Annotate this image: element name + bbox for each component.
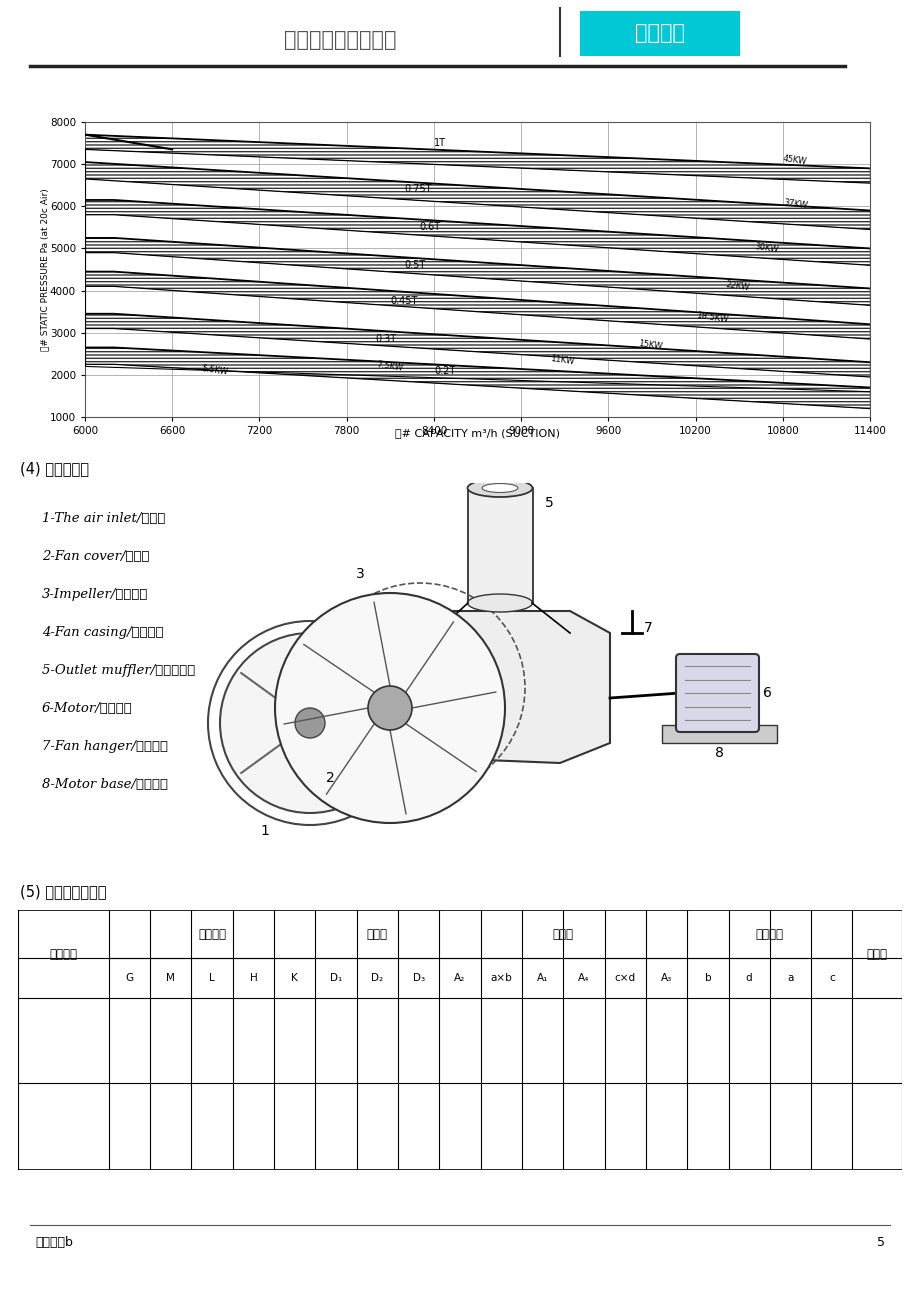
Text: 进风口: 进风口 [367,927,388,940]
Text: 1T: 1T [434,138,446,148]
Text: a: a [787,973,793,983]
Text: H: H [249,973,257,983]
Polygon shape [400,611,609,763]
Text: 7: 7 [643,621,652,635]
Bar [468,488,532,603]
Text: 0.45T: 0.45T [390,296,417,306]
Polygon shape [85,238,869,306]
Text: 7-Fan hanger/风机吊耳: 7-Fan hanger/风机吊耳 [42,740,168,753]
Circle shape [220,633,400,812]
FancyBboxPatch shape [579,10,739,56]
Text: d: d [745,973,752,983]
Text: D₂: D₂ [371,973,383,983]
Text: A₂: A₂ [454,973,465,983]
Text: 0.3T: 0.3T [375,335,396,344]
Text: c: c [828,973,834,983]
Text: 8-Motor base/马达底座: 8-Motor base/马达底座 [42,777,168,790]
Text: 45KW: 45KW [782,154,807,167]
Text: 5-Outlet muffler/出口消音器: 5-Outlet muffler/出口消音器 [42,664,195,677]
Text: G: G [125,973,133,983]
Text: 仅供参考: 仅供参考 [634,23,685,43]
Text: 15KW: 15KW [637,340,662,352]
Polygon shape [85,134,869,184]
Text: 18.5KW: 18.5KW [695,311,728,324]
Polygon shape [85,161,869,229]
Text: 3-Impeller/风机叶轮: 3-Impeller/风机叶轮 [42,587,148,600]
Text: 7.5KW: 7.5KW [375,361,403,372]
Text: 0.6T: 0.6T [419,223,440,232]
Text: a×b: a×b [490,973,512,983]
Circle shape [295,708,324,738]
Text: 风# CAPACITY m³/h (SUCTION): 风# CAPACITY m³/h (SUCTION) [394,428,560,437]
Text: 5: 5 [876,1236,884,1249]
Text: D₁: D₁ [330,973,342,983]
Text: 2: 2 [325,771,334,785]
Bar [662,725,777,743]
Text: (5) 风机安装尺寸图: (5) 风机安装尺寸图 [20,884,107,900]
Text: 6-Motor/传动马达: 6-Motor/传动马达 [42,702,132,715]
Polygon shape [85,348,869,409]
Text: 22KW: 22KW [724,280,749,293]
Text: 出风口: 出风口 [552,927,573,940]
Text: c×d: c×d [614,973,635,983]
Text: 2-Fan cover/风机盖: 2-Fan cover/风机盖 [42,549,150,562]
Text: 静# STATIC PRESSURE Pa (at 20c Air): 静# STATIC PRESSURE Pa (at 20c Air) [40,187,50,350]
Text: 外形尺寸: 外形尺寸 [198,927,226,940]
Text: 0.5T: 0.5T [404,260,425,271]
Text: D₃: D₃ [413,973,425,983]
Polygon shape [85,201,869,266]
Text: A₁: A₁ [537,973,548,983]
Text: A₄: A₄ [578,973,589,983]
Circle shape [275,592,505,823]
Text: 1-The air inlet/进风口: 1-The air inlet/进风口 [42,512,165,525]
Text: 30KW: 30KW [753,242,778,255]
Polygon shape [85,272,869,339]
Text: A₃: A₃ [660,973,672,983]
Text: L: L [209,973,215,983]
Text: M: M [166,973,176,983]
Text: 37KW: 37KW [782,198,807,211]
Text: 避震器: 避震器 [866,948,887,961]
FancyBboxPatch shape [675,654,758,732]
Text: 页眉页脚可一键删除: 页眉页脚可一键删除 [283,30,396,49]
Text: 安装尺寸: 安装尺寸 [755,927,783,940]
Text: b: b [704,973,710,983]
Polygon shape [85,314,869,378]
Text: 8: 8 [714,746,722,760]
Text: K: K [291,973,298,983]
Text: 风机型号: 风机型号 [50,948,77,961]
Text: 6: 6 [762,686,771,700]
Text: 5.5KW: 5.5KW [201,365,229,378]
Ellipse shape [467,594,532,612]
Text: (4) 风机结构图: (4) 风机结构图 [20,461,89,477]
Text: 4-Fan casing/风机外壳: 4-Fan casing/风机外壳 [42,625,164,638]
Text: 0.75T: 0.75T [404,185,432,194]
Text: 5: 5 [544,496,553,510]
Circle shape [368,686,412,730]
Text: 教辅工具b: 教辅工具b [35,1236,73,1249]
Text: 1: 1 [260,824,269,838]
Text: 3: 3 [356,566,364,581]
Text: 11KW: 11KW [550,354,574,366]
Text: 0.2T: 0.2T [434,366,455,376]
Text: 4: 4 [404,611,414,625]
Ellipse shape [467,479,532,497]
Ellipse shape [482,483,517,492]
